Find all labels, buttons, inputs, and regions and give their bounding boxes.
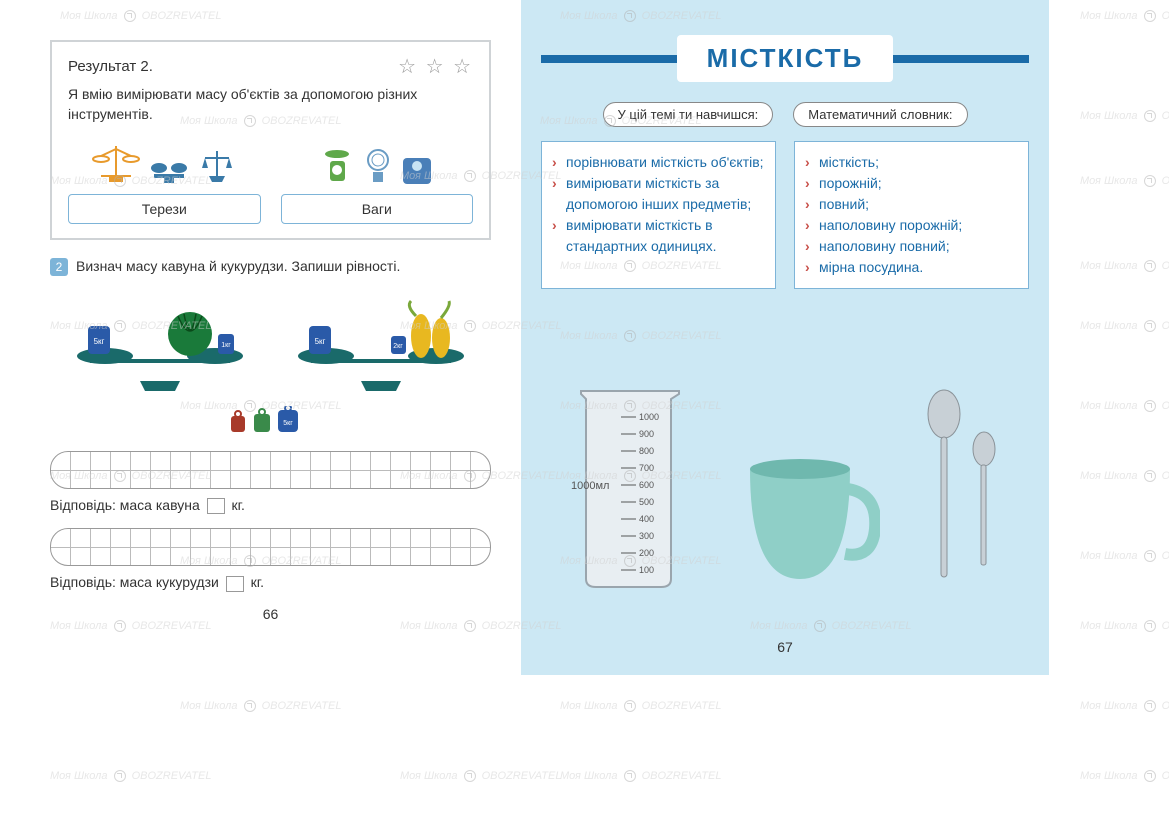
tool-group-scales: Ваги [281,136,474,224]
vocab-item: повний; [805,194,1020,215]
task-number: 2 [50,258,68,276]
scale-watermelon-icon: 5кг 1кг [60,296,260,396]
svg-text:700: 700 [639,463,654,473]
tool-label-scales: Ваги [281,194,474,224]
weight-label: 5кг [94,337,105,346]
page-number-right: 67 [541,639,1029,655]
spoons-icon [919,389,1009,589]
svg-text:100: 100 [639,565,654,575]
watermark: Моя Школа OBOZREVATEL [1080,700,1169,712]
svg-text:1000: 1000 [639,412,659,422]
beaker-label: 1000мл [571,480,609,492]
weight-label: 1кг [221,342,231,349]
result-box: Результат 2. ☆ ☆ ☆ Я вмію вимірювати мас… [50,40,491,240]
vocab-item: місткість; [805,152,1020,173]
watermark: Моя Школа OBOZREVATEL [50,770,211,782]
task-text: Визнач масу кавуна й кукурудзи. Запиши р… [76,258,400,274]
weight-label: 5кг [314,337,325,346]
svg-text:5кг: 5кг [283,420,293,427]
page-right: МІСТКІСТЬ У цій темі ти навчишся: Матема… [521,0,1049,675]
dial-scale-icon [363,146,393,186]
vocab-item: порожній; [805,173,1020,194]
watermark: Моя Школа OBOZREVATEL [560,770,721,782]
learn-heading: У цій темі ти навчишся: [603,102,774,127]
answer-blank[interactable] [207,498,225,514]
svg-text:200: 200 [639,548,654,558]
scales-illustration: 5кг 1кг 5кг 2кг [50,296,491,396]
vocab-item: мірна посудина. [805,257,1020,278]
rating-stars: ☆ ☆ ☆ [398,54,473,79]
learn-item: вимірювати місткість за допомогою інших … [552,173,767,215]
svg-text:300: 300 [639,531,654,541]
bathroom-scale-icon [401,154,433,186]
answer-grid-1[interactable] [50,451,491,489]
watermark: Моя Школа OBOZREVATEL [180,700,341,712]
small-weights-row: 5кг [50,406,491,441]
page-number-left: 66 [50,606,491,622]
vocab-item: наполовину порожній; [805,215,1020,236]
answer-line-2: Відповідь: маса кукурудзи кг. [50,574,491,591]
svg-text:900: 900 [639,429,654,439]
cup-icon [730,449,880,589]
svg-text:600: 600 [639,480,654,490]
learn-list: порівнювати місткість об'єктів;вимірюват… [541,141,776,289]
kitchen-scale-icon [320,146,355,186]
scale-corn-icon: 5кг 2кг [281,296,481,396]
beaker-icon: 1000 900 800 700 600 500 400 300 200 100 1000мл [561,389,691,589]
answer-blank[interactable] [226,576,244,592]
tool-group-balance: Терези [68,136,261,224]
svg-text:400: 400 [639,514,654,524]
balance-scale-icon-3 [197,146,237,186]
tool-label-balance: Терези [68,194,261,224]
watermark: Моя Школа OBOZREVATEL [400,770,561,782]
answer-line-1: Відповідь: маса кавуна кг. [50,497,491,514]
svg-text:800: 800 [639,446,654,456]
result-title: Результат 2. [68,58,153,75]
vessels-illustration: 1000 900 800 700 600 500 400 300 200 100 1000мл [541,389,1029,589]
balance-scale-icon-2 [149,156,189,186]
watermark: Моя Школа OBOZREVATEL [560,700,721,712]
learn-item: порівнювати місткість об'єктів; [552,152,767,173]
svg-text:500: 500 [639,497,654,507]
chapter-title: МІСТКІСТЬ [677,35,894,82]
balance-scale-icon [91,141,141,186]
vocab-heading: Математичний словник: [793,102,967,127]
answer-grid-2[interactable] [50,528,491,566]
page-left: Результат 2. ☆ ☆ ☆ Я вмію вимірювати мас… [0,0,521,675]
vocab-list: місткість;порожній;повний;наполовину пор… [794,141,1029,289]
watermark: Моя Школа OBOZREVATEL [1080,770,1169,782]
vocab-item: наполовину повний; [805,236,1020,257]
weight-label: 2кг [393,343,403,350]
result-description: Я вмію вимірювати масу об'єктів за допом… [68,85,473,124]
learn-item: вимірювати місткість в стандартних одини… [552,215,767,257]
